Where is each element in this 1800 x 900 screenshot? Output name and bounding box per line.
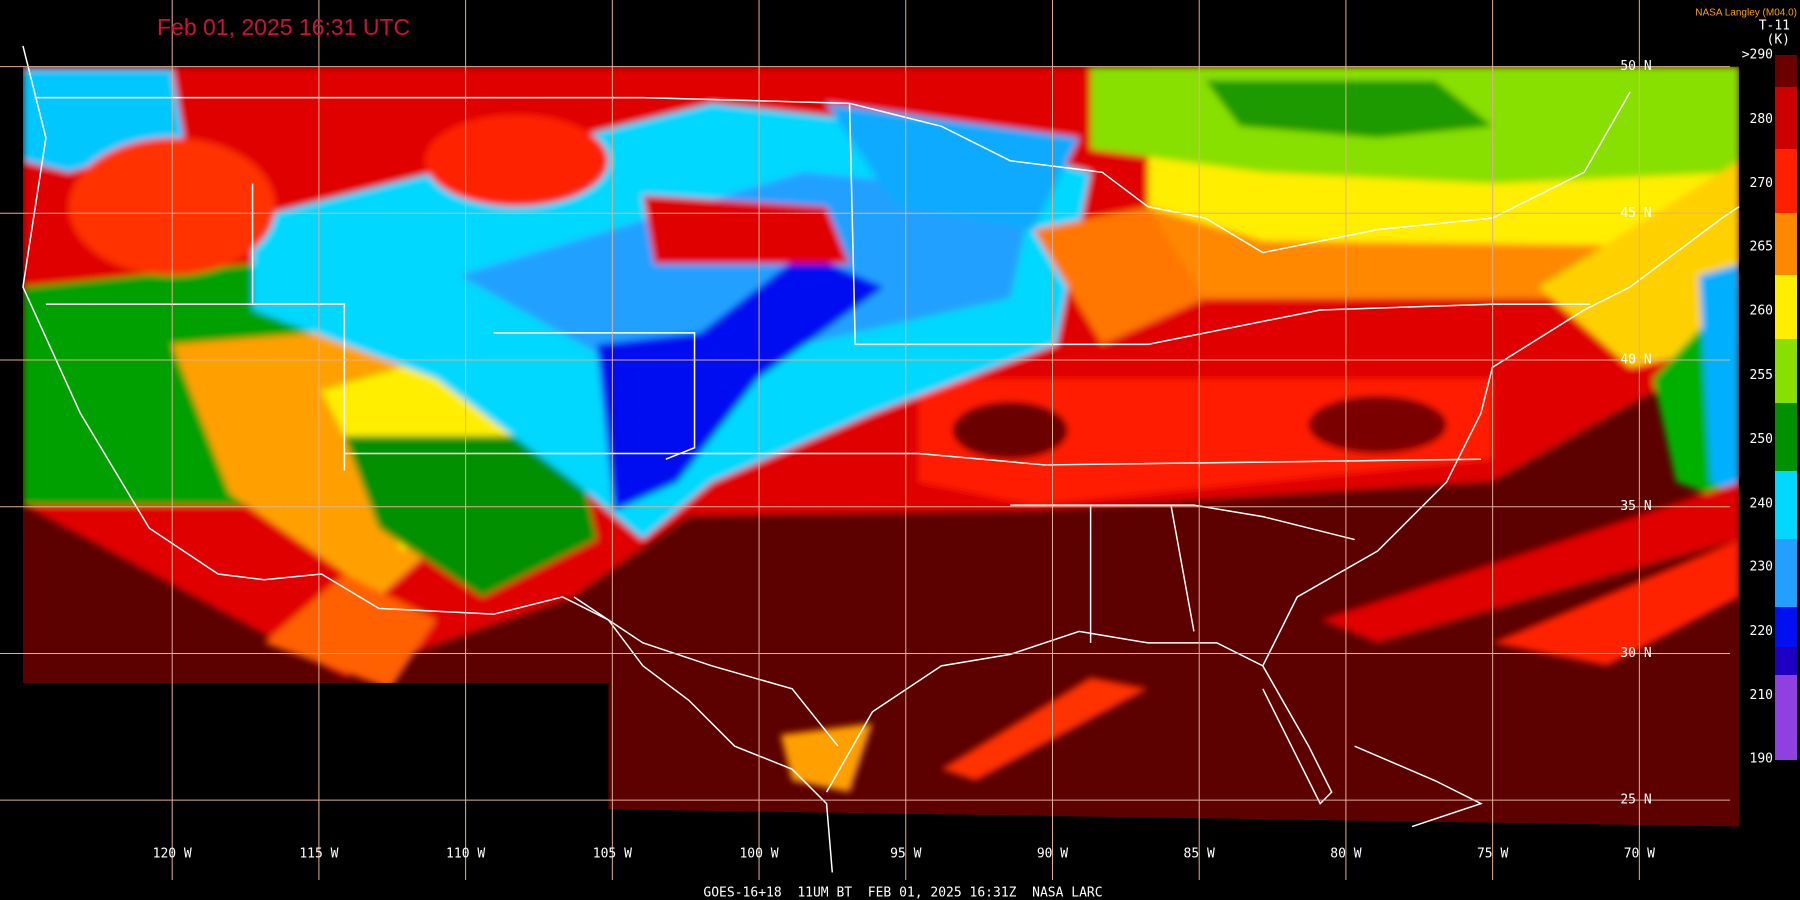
- colorbar-label: 190: [1750, 751, 1773, 766]
- longitude-label: 105 W: [593, 847, 632, 862]
- colorbar-label: >290: [1742, 48, 1773, 63]
- longitude-label: 90 W: [1037, 847, 1068, 862]
- borders: [22, 45, 1740, 873]
- colorbar-label: 210: [1750, 688, 1773, 703]
- longitude-label: 85 W: [1184, 847, 1215, 862]
- longitude-label: 70 W: [1624, 847, 1655, 862]
- colorbar-label: 260: [1750, 304, 1773, 319]
- units: (K): [1767, 33, 1790, 48]
- longitude-label: 115 W: [299, 847, 338, 862]
- credit: NASA Langley (M04.0): [1695, 8, 1797, 19]
- colorbar: >290 280 270 265 260 255 250 240 230 220 210 190: [1742, 48, 1797, 766]
- product: T-11: [1759, 19, 1790, 34]
- footer-caption: GOES-16+18 11UM BT FEB 01, 2025 16:31Z N…: [703, 886, 1102, 900]
- latitude-label: 50 N: [1620, 59, 1651, 74]
- colorbar-label: 220: [1750, 624, 1773, 639]
- colorbar-label: 255: [1750, 368, 1773, 383]
- longitude-label: 80 W: [1330, 847, 1361, 862]
- longitude-label: 110 W: [446, 847, 485, 862]
- latitude-label: 40 N: [1620, 353, 1651, 368]
- latitude-label: 35 N: [1620, 499, 1651, 514]
- colorbar-label: 280: [1750, 112, 1773, 127]
- colorbar-label: 240: [1750, 496, 1773, 511]
- colorbar-label: 270: [1750, 176, 1773, 191]
- colorbar-label: 230: [1750, 560, 1773, 575]
- timestamp-title: Feb 01, 2025 16:31 UTC: [157, 14, 410, 40]
- longitude-label: 95 W: [890, 847, 921, 862]
- colorbar-label: 265: [1750, 239, 1773, 254]
- graticule: 120 W 115 W 110 W 105 W 100 W 95 W 90 W 85 W 80 …: [0, 0, 1730, 880]
- longitude-label: 120 W: [153, 847, 192, 862]
- latitude-label: 30 N: [1620, 646, 1651, 661]
- colorbar-label: 250: [1750, 432, 1773, 447]
- longitude-label: 100 W: [739, 847, 778, 862]
- satellite-image: [22, 45, 1740, 873]
- longitude-label: 75 W: [1477, 847, 1508, 862]
- latitude-label: 45 N: [1620, 206, 1651, 221]
- latitude-label: 25 N: [1620, 793, 1651, 808]
